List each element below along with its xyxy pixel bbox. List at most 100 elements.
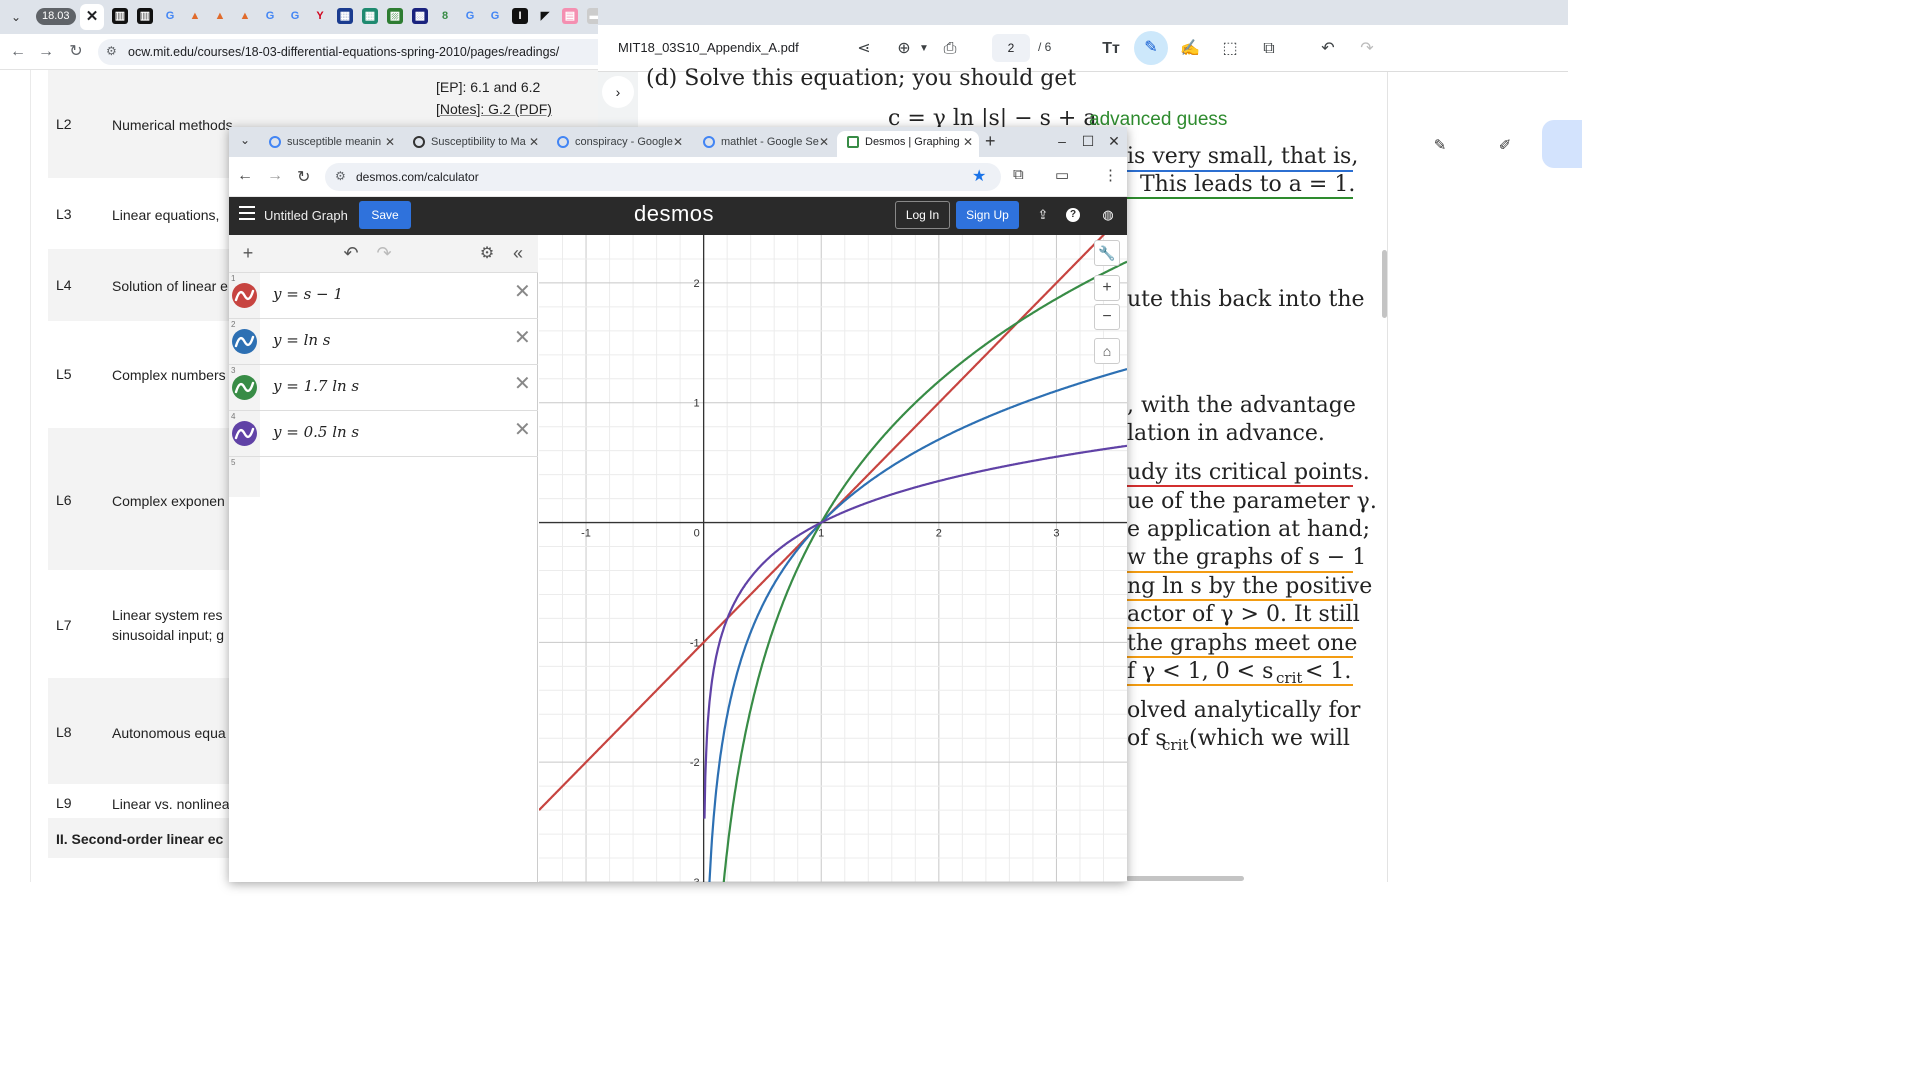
browser-tab[interactable]: Susceptibility to Ma ✕ bbox=[403, 131, 545, 157]
tab-favicon-icon[interactable]: ▥ bbox=[137, 8, 153, 24]
browser-tab[interactable]: susceptible meanin ✕ bbox=[259, 131, 401, 157]
maximize-icon[interactable]: ☐ bbox=[1081, 133, 1095, 149]
close-tab-icon[interactable]: ✕ bbox=[818, 135, 829, 149]
zoom-dropdown-icon[interactable]: ▼ bbox=[919, 43, 929, 54]
log-in-button[interactable]: Log In bbox=[895, 201, 950, 229]
curve-color-icon[interactable] bbox=[232, 421, 257, 446]
curve-color-icon[interactable] bbox=[232, 329, 257, 354]
desmos-url-field[interactable]: desmos.com/calculator bbox=[325, 163, 1001, 191]
print-icon[interactable]: ⎙ bbox=[943, 40, 957, 57]
site-settings-icon[interactable]: ⚙ bbox=[335, 169, 346, 183]
tab-favicon-icon[interactable]: ▥ bbox=[112, 8, 128, 24]
add-item-icon[interactable]: + bbox=[242, 243, 254, 263]
forward-arrow-icon[interactable]: → bbox=[267, 167, 283, 184]
matlab-icon[interactable]: ▲ bbox=[189, 10, 201, 22]
page-number-input[interactable]: 2 bbox=[992, 34, 1030, 62]
site-settings-icon[interactable]: ⚙ bbox=[106, 44, 117, 58]
undo-icon[interactable]: ↶ bbox=[343, 243, 359, 263]
text-size-icon[interactable]: Tт bbox=[1102, 40, 1120, 57]
select-area-icon[interactable]: ⬚ bbox=[1222, 40, 1238, 57]
extensions-icon[interactable]: ⧉ bbox=[1013, 166, 1024, 183]
tab-favicon-icon[interactable]: ▦ bbox=[337, 8, 353, 24]
close-tab-icon[interactable]: ✕ bbox=[672, 135, 683, 149]
close-tab-icon[interactable]: ✕ bbox=[384, 135, 395, 149]
new-tab-icon[interactable]: + bbox=[985, 131, 996, 151]
expression-row[interactable]: 2 y = ln s ✕ bbox=[229, 319, 538, 365]
notes-pdf-link[interactable]: [Notes]: G.2 (PDF) bbox=[436, 101, 552, 117]
zoom-in-icon[interactable]: + bbox=[1094, 275, 1120, 301]
help-icon[interactable]: ? bbox=[1066, 208, 1080, 222]
delete-expression-icon[interactable]: ✕ bbox=[514, 281, 531, 303]
tab-favicon-icon[interactable]: 8 bbox=[441, 10, 449, 22]
tab-search-icon[interactable]: ⌄ bbox=[239, 133, 251, 147]
undo-icon[interactable]: ↶ bbox=[1321, 40, 1335, 57]
curve-color-icon[interactable] bbox=[232, 283, 257, 308]
graph-settings-wrench-icon[interactable]: 🔧 bbox=[1094, 240, 1120, 266]
graph-canvas[interactable]: -1 0 1 2 3 -3 -2 -1 1 2 bbox=[539, 235, 1127, 882]
screenshot-icon[interactable]: ⧉ bbox=[1263, 40, 1275, 57]
google-icon[interactable]: G bbox=[165, 10, 175, 22]
zoom-icon[interactable]: ⊕ bbox=[897, 40, 911, 57]
close-tab-icon[interactable]: ✕ bbox=[80, 4, 104, 30]
default-viewport-home-icon[interactable]: ⌂ bbox=[1094, 338, 1120, 364]
delete-expression-icon[interactable]: ✕ bbox=[514, 327, 531, 349]
empty-expression-row[interactable]: 5 bbox=[229, 457, 260, 497]
graph-title[interactable]: Untitled Graph bbox=[264, 208, 348, 223]
tab-favicon-icon[interactable]: ◤ bbox=[540, 10, 550, 22]
browser-tab[interactable]: conspiracy - Google ✕ bbox=[547, 131, 689, 157]
close-window-icon[interactable]: ✕ bbox=[1108, 133, 1120, 149]
reading-mode-icon[interactable]: ▭ bbox=[1055, 167, 1070, 184]
matlab-icon[interactable]: ▲ bbox=[239, 10, 251, 22]
redo-icon[interactable]: ↷ bbox=[1360, 40, 1374, 57]
save-button[interactable]: Save bbox=[359, 201, 411, 229]
google-icon[interactable]: G bbox=[290, 10, 300, 22]
yahoo-icon[interactable]: Y bbox=[316, 10, 324, 22]
tab-favicon-icon[interactable]: ▩ bbox=[412, 8, 428, 24]
hamburger-menu-icon[interactable] bbox=[239, 206, 255, 220]
delete-expression-icon[interactable]: ✕ bbox=[514, 373, 531, 395]
eraser-icon[interactable]: ✐ bbox=[1498, 137, 1512, 154]
background-url-field[interactable]: ocw.mit.edu/courses/18-03-differential-e… bbox=[98, 39, 600, 65]
share-icon[interactable]: ⋖ bbox=[857, 40, 871, 57]
sign-up-button[interactable]: Sign Up bbox=[956, 201, 1019, 229]
redo-icon[interactable]: ↷ bbox=[376, 243, 392, 263]
tab-favicon-icon[interactable]: ▨ bbox=[387, 8, 403, 24]
zoom-out-icon[interactable]: − bbox=[1094, 304, 1120, 330]
expand-sidebar-icon[interactable]: › bbox=[602, 76, 634, 108]
bookmark-star-icon[interactable]: ★ bbox=[972, 168, 987, 185]
google-icon[interactable]: G bbox=[465, 10, 475, 22]
google-icon[interactable]: G bbox=[490, 10, 500, 22]
expression-row[interactable]: 1 y = s − 1 ✕ bbox=[229, 273, 538, 319]
curve-color-icon[interactable] bbox=[232, 375, 257, 400]
collapse-list-icon[interactable]: « bbox=[512, 243, 523, 263]
back-arrow-icon[interactable]: ← bbox=[10, 43, 26, 60]
signature-icon[interactable]: ✍ bbox=[1180, 40, 1200, 57]
close-tab-icon[interactable]: ✕ bbox=[962, 135, 973, 149]
expression-row[interactable]: 4 y = 0.5 ln s ✕ bbox=[229, 411, 538, 457]
minimize-icon[interactable]: – bbox=[1058, 133, 1066, 149]
expression-input[interactable]: y = 1.7 ln s bbox=[273, 377, 360, 395]
back-arrow-icon[interactable]: ← bbox=[237, 167, 253, 184]
tab-search-icon[interactable]: ⌄ bbox=[10, 10, 22, 24]
menu-dots-icon[interactable]: ⋮ bbox=[1103, 167, 1118, 184]
matlab-icon[interactable]: ▲ bbox=[214, 10, 226, 22]
forward-arrow-icon[interactable]: → bbox=[38, 43, 54, 60]
tab-favicon-icon[interactable]: I bbox=[512, 8, 528, 24]
delete-expression-icon[interactable]: ✕ bbox=[514, 419, 531, 441]
browser-tab-active[interactable]: Desmos | Graphing ✕ bbox=[837, 131, 979, 157]
expression-input[interactable]: y = ln s bbox=[273, 331, 331, 349]
expression-input[interactable]: y = s − 1 bbox=[273, 285, 343, 303]
pdf-vertical-scrollbar[interactable] bbox=[1382, 250, 1387, 318]
close-tab-icon[interactable]: ✕ bbox=[528, 135, 539, 149]
share-icon[interactable]: ⇪ bbox=[1037, 207, 1049, 222]
globe-icon[interactable]: ◍ bbox=[1102, 207, 1114, 222]
highlight-pen-icon[interactable]: ✎ bbox=[1134, 31, 1168, 65]
reload-icon[interactable]: ↻ bbox=[69, 43, 83, 60]
pen-icon[interactable]: ✎ bbox=[1433, 137, 1447, 154]
tab-group-badge[interactable]: 18.03 bbox=[36, 8, 76, 25]
browser-tab[interactable]: mathlet - Google Se ✕ bbox=[693, 131, 835, 157]
reload-icon[interactable]: ↻ bbox=[297, 169, 311, 186]
expression-input[interactable]: y = 0.5 ln s bbox=[273, 423, 360, 441]
settings-gear-icon[interactable]: ⚙ bbox=[479, 245, 495, 262]
tab-favicon-icon[interactable]: ▤ bbox=[562, 8, 578, 24]
